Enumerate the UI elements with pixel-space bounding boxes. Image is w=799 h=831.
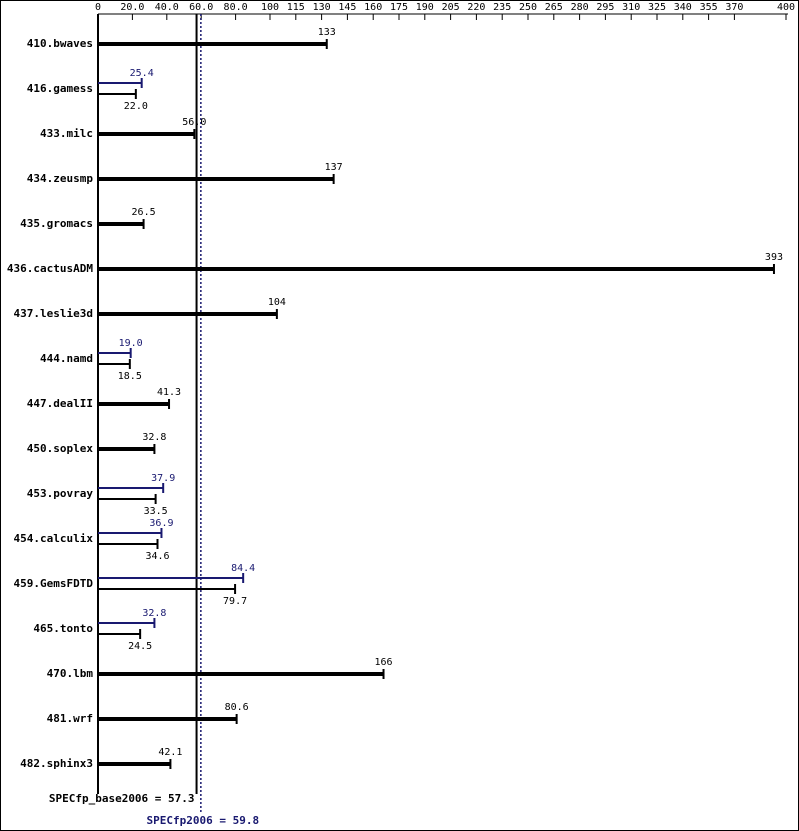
bar (98, 532, 162, 534)
value-label: 32.8 (142, 432, 166, 443)
x-tick-label: 190 (416, 2, 434, 13)
value-label: 25.4 (130, 68, 154, 79)
x-tick-label: 355 (700, 2, 718, 13)
bar (98, 633, 141, 635)
bar (98, 42, 327, 46)
x-tick-label: 235 (493, 2, 511, 13)
x-tick-label: 20.0 (120, 2, 144, 13)
x-tick-label: 175 (390, 2, 408, 13)
value-label: 104 (268, 297, 286, 308)
category-label: 435.gromacs (20, 217, 93, 230)
value-label: 36.9 (149, 518, 173, 529)
category-label: 434.zeusmp (27, 172, 94, 185)
value-label: 41.3 (157, 387, 181, 398)
bar (98, 222, 144, 226)
category-label: 416.gamess (27, 82, 93, 95)
value-label: 32.8 (142, 608, 166, 619)
category-label: 454.calculix (14, 532, 94, 545)
x-tick-label: 160 (364, 2, 382, 13)
x-tick-label: 0 (95, 2, 101, 13)
bar (98, 577, 244, 579)
bar (98, 312, 277, 316)
value-label: 166 (374, 657, 392, 668)
value-label: 26.5 (132, 207, 156, 218)
x-tick-label: 115 (287, 2, 305, 13)
bar (98, 363, 130, 365)
bar (98, 267, 774, 271)
bar (98, 672, 384, 676)
bar (98, 543, 158, 545)
value-label: 33.5 (144, 506, 168, 517)
value-label: 133 (318, 27, 336, 38)
x-tick-label: 265 (545, 2, 563, 13)
category-label: 453.povray (27, 487, 94, 500)
bar (98, 717, 237, 721)
x-tick-label: 145 (338, 2, 356, 13)
value-label: 137 (325, 162, 343, 173)
value-label: 79.7 (223, 596, 247, 607)
reference-label: SPECfp_base2006 = 57.3 (49, 792, 195, 805)
category-label: 447.dealII (27, 397, 93, 410)
value-label: 19.0 (119, 338, 143, 349)
value-label: 24.5 (128, 641, 152, 652)
x-tick-label: 80.0 (224, 2, 248, 13)
category-label: 444.namd (40, 352, 93, 365)
value-label: 37.9 (151, 473, 175, 484)
bar (98, 177, 334, 181)
category-label: 482.sphinx3 (20, 757, 93, 770)
category-label: 481.wrf (47, 712, 93, 725)
value-label: 393 (765, 252, 783, 263)
category-label: 437.leslie3d (14, 307, 93, 320)
x-tick-label: 220 (467, 2, 485, 13)
bar (98, 447, 155, 451)
category-label: 465.tonto (33, 622, 93, 635)
bar (98, 93, 136, 95)
x-tick-label: 40.0 (155, 2, 179, 13)
category-label: 436.cactusADM (7, 262, 93, 275)
x-tick-label: 370 (725, 2, 743, 13)
x-tick-label: 400 (777, 2, 795, 13)
bar (98, 487, 164, 489)
value-label: 34.6 (145, 551, 169, 562)
bar (98, 498, 156, 500)
value-label: 42.1 (158, 747, 182, 758)
category-label: 450.soplex (27, 442, 94, 455)
x-tick-label: 340 (674, 2, 692, 13)
x-tick-label: 130 (313, 2, 331, 13)
bar (98, 352, 131, 354)
bar (98, 402, 170, 406)
x-tick-label: 295 (596, 2, 614, 13)
x-tick-label: 60.0 (189, 2, 213, 13)
reference-label: SPECfp2006 = 59.8 (147, 814, 260, 827)
bar (98, 622, 155, 624)
value-label: 80.6 (225, 702, 249, 713)
x-tick-label: 100 (261, 2, 279, 13)
bar (98, 762, 171, 766)
value-label: 56.0 (182, 117, 206, 128)
x-tick-label: 250 (519, 2, 537, 13)
category-label: 470.lbm (47, 667, 94, 680)
x-tick-label: 325 (648, 2, 666, 13)
value-label: 22.0 (124, 101, 148, 112)
bar (98, 588, 236, 590)
value-label: 84.4 (231, 563, 255, 574)
category-label: 433.milc (40, 127, 93, 140)
category-label: 459.GemsFDTD (14, 577, 94, 590)
category-label: 410.bwaves (27, 37, 93, 50)
bar (98, 82, 142, 84)
value-label: 18.5 (118, 371, 142, 382)
x-tick-label: 205 (442, 2, 460, 13)
x-tick-label: 280 (571, 2, 589, 13)
bar (98, 132, 195, 136)
x-tick-label: 310 (622, 2, 640, 13)
